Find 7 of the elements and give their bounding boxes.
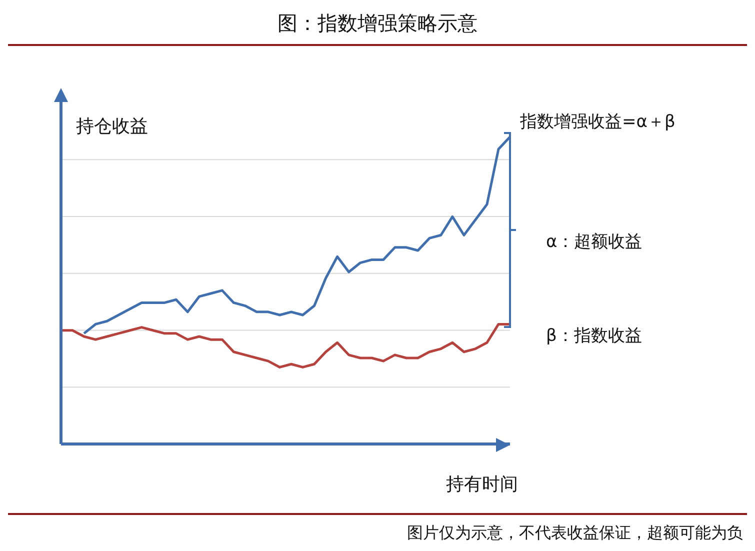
text: α：超额收益 (546, 231, 642, 253)
text: 图片仅为示意，不代表收益保证，超额可能为负 (407, 523, 743, 544)
text: β：指数收益 (546, 325, 642, 347)
y-axis-title: 持仓收益 (76, 115, 148, 138)
x-axis-title: 持有时间 (446, 473, 518, 496)
chart-title: 图：指数增强策略示意 (276, 10, 478, 37)
text: 指数增强收益=α＋β (520, 111, 676, 133)
